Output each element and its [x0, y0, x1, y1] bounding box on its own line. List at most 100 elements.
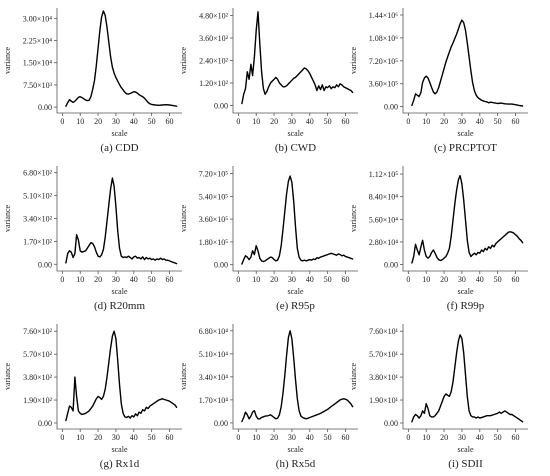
y-tick-label: 3.00×10⁴	[23, 14, 53, 23]
x-tick-label: 30	[112, 275, 120, 284]
x-tick-label: 20	[440, 117, 448, 126]
x-tick-label: 60	[512, 433, 520, 442]
y-tick-label: 5.60×10⁴	[369, 215, 399, 224]
y-axis-label: variance	[179, 363, 188, 391]
panel-caption: (c) PRCPTOT	[434, 142, 497, 154]
y-tick-label: 1.90×10²	[23, 396, 53, 405]
x-tick-label: 30	[288, 117, 296, 126]
x-tick-label: 30	[112, 117, 120, 126]
x-axis-label: scale	[112, 445, 128, 454]
y-axis-label: variance	[179, 205, 188, 233]
x-tick-label: 30	[288, 275, 296, 284]
y-tick-label: 0.00	[214, 419, 228, 428]
chart-panel-5: 0 10 20 30 40 50 60 0.00 1.80×10⁵ 3.60×10⁵ 5.40×10…	[179, 166, 358, 312]
panel-caption: (g) Rx1d	[100, 458, 140, 470]
axis-lines	[56, 166, 182, 272]
x-tick-label: 30	[288, 433, 296, 442]
x-tick-label: 60	[166, 275, 174, 284]
x-tick-label: 40	[476, 275, 484, 284]
series-line	[411, 19, 524, 107]
panel-caption: (d) R20mm	[94, 300, 145, 312]
x-tick-label: 40	[476, 117, 484, 126]
x-tick-label: 20	[270, 117, 278, 126]
x-tick-label: 60	[342, 275, 350, 284]
x-tick-label: 30	[112, 433, 120, 442]
panel-caption: (f) R99p	[447, 300, 485, 312]
y-tick-label: 3.60×10²	[199, 34, 229, 43]
axis-lines	[402, 324, 528, 430]
y-tick-label: 4.80×10²	[199, 12, 229, 21]
y-tick-label: 7.50×10³	[23, 81, 53, 90]
x-tick-label: 20	[94, 275, 102, 284]
x-tick-label: 0	[406, 275, 410, 284]
x-tick-label: 10	[252, 117, 260, 126]
x-tick-label: 30	[458, 433, 466, 442]
y-tick-label: 2.25×10⁴	[23, 37, 53, 46]
panel-caption: (h) Rx5d	[276, 458, 316, 470]
x-tick-label: 10	[422, 275, 430, 284]
y-tick-label: 2.40×10²	[199, 57, 229, 66]
y-tick-label: 5.10×10²	[23, 192, 53, 201]
series-line	[411, 175, 524, 264]
y-tick-label: 0.00	[384, 419, 398, 428]
x-tick-label: 10	[252, 433, 260, 442]
y-tick-label: 1.12×10⁵	[369, 170, 399, 179]
y-axis-label: variance	[349, 363, 358, 391]
chart-panel-2: 0 10 20 30 40 50 60 0.00 1.20×10² 2.40×10² 3.60×10…	[179, 8, 358, 154]
x-tick-label: 0	[236, 275, 240, 284]
x-tick-label: 0	[60, 117, 64, 126]
y-tick-label: 7.20×10⁵	[369, 57, 399, 66]
y-axis-label: variance	[3, 205, 12, 233]
chart-panel-3: 0 10 20 30 40 50 60 0.00 3.60×10⁵ 7.20×10⁵ 1.08×10…	[349, 8, 528, 154]
x-tick-label: 40	[130, 117, 138, 126]
y-tick-label: 1.80×10⁵	[199, 238, 229, 247]
axis-lines	[402, 166, 528, 272]
y-axis-label: variance	[349, 205, 358, 233]
y-tick-label: 0.00	[38, 103, 52, 112]
x-tick-label: 20	[270, 275, 278, 284]
x-tick-label: 20	[94, 117, 102, 126]
chart-panel-1: 0 10 20 30 40 50 60 0.00 7.50×10³ 1.50×10⁴ 2.25×10…	[3, 8, 182, 154]
x-tick-label: 50	[148, 275, 156, 284]
y-tick-label: 3.40×10⁴	[199, 373, 229, 382]
axis-lines	[56, 324, 182, 430]
x-tick-label: 60	[166, 117, 174, 126]
x-tick-label: 30	[458, 275, 466, 284]
x-tick-label: 60	[166, 433, 174, 442]
x-tick-label: 10	[76, 275, 84, 284]
x-tick-label: 20	[94, 433, 102, 442]
x-tick-label: 40	[130, 433, 138, 442]
x-tick-label: 20	[440, 275, 448, 284]
x-tick-label: 50	[324, 117, 332, 126]
x-tick-label: 60	[342, 433, 350, 442]
y-tick-label: 1.08×10⁶	[369, 34, 399, 43]
x-axis-label: scale	[288, 129, 304, 138]
y-tick-label: 0.00	[214, 261, 228, 270]
y-tick-label: 1.70×10²	[23, 237, 53, 246]
x-tick-label: 10	[76, 433, 84, 442]
series-line	[241, 11, 354, 105]
x-tick-label: 0	[406, 117, 410, 126]
x-tick-label: 60	[512, 117, 520, 126]
y-axis-label: variance	[3, 363, 12, 391]
x-axis-label: scale	[112, 129, 128, 138]
x-axis-label: scale	[458, 445, 474, 454]
x-axis-label: scale	[288, 287, 304, 296]
x-tick-label: 40	[306, 117, 314, 126]
y-tick-label: 3.40×10²	[23, 215, 53, 224]
chart-panel-6: 0 10 20 30 40 50 60 0.00 2.80×10⁴ 5.60×10⁴ 8.40×10…	[349, 166, 528, 312]
axis-lines	[232, 324, 358, 430]
y-tick-label: 7.60×10²	[23, 327, 53, 336]
y-tick-label: 8.40×10⁴	[369, 193, 399, 202]
y-tick-label: 0.00	[38, 419, 52, 428]
x-tick-label: 0	[406, 433, 410, 442]
series-line	[65, 330, 178, 422]
x-tick-label: 0	[60, 275, 64, 284]
x-tick-label: 0	[236, 433, 240, 442]
y-tick-label: 1.44×10⁶	[369, 11, 399, 20]
axis-lines	[56, 8, 182, 114]
y-tick-label: 6.80×10⁴	[199, 327, 229, 336]
chart-panel-7: 0 10 20 30 40 50 60 0.00 1.90×10² 3.80×10² 5.70×10…	[3, 324, 182, 470]
y-axis-label: variance	[3, 47, 12, 75]
y-tick-label: 5.70×10¹	[369, 350, 399, 359]
